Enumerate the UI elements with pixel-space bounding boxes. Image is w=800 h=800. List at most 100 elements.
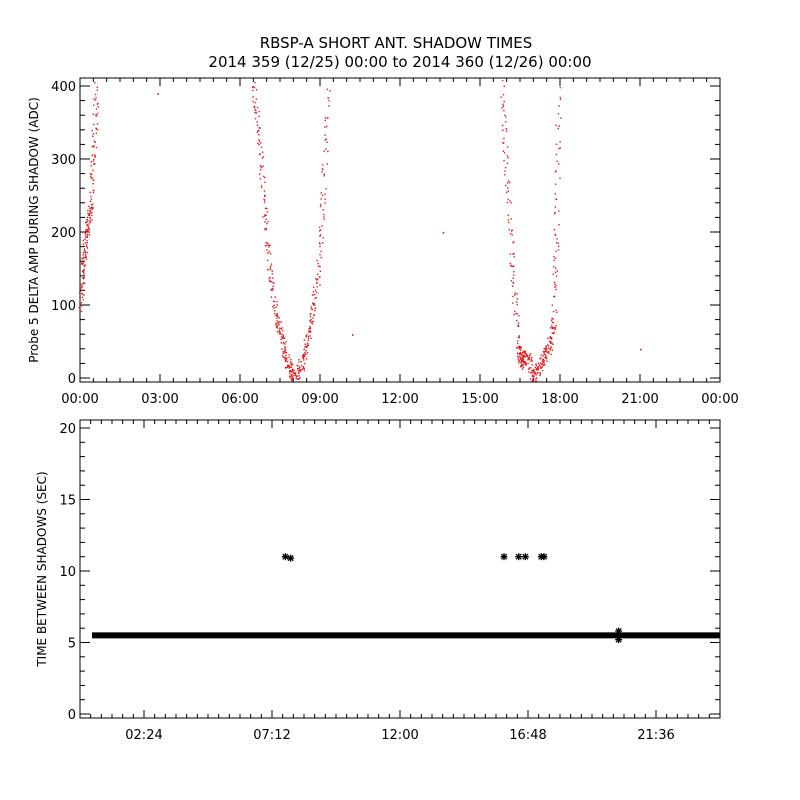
data-point xyxy=(503,160,505,162)
data-point xyxy=(290,361,292,363)
data-point xyxy=(522,361,524,363)
data-point xyxy=(289,370,292,373)
data-point xyxy=(80,287,83,289)
data-point xyxy=(257,130,259,133)
data-point xyxy=(553,259,555,262)
data-point xyxy=(553,331,555,334)
data-point xyxy=(516,293,518,295)
data-point xyxy=(285,358,287,360)
data-point xyxy=(84,242,86,244)
data-point xyxy=(261,166,263,169)
data-point xyxy=(85,256,87,258)
data-point xyxy=(524,352,527,354)
data-point xyxy=(560,117,562,119)
data-point xyxy=(548,340,551,343)
data-point xyxy=(543,348,545,350)
data-point xyxy=(558,105,560,107)
data-point xyxy=(321,194,324,196)
asterisk-data-point xyxy=(500,553,508,561)
data-point xyxy=(516,301,518,303)
data-point xyxy=(288,366,290,368)
isolated-data-point xyxy=(442,232,445,234)
data-point xyxy=(296,375,298,377)
data-point xyxy=(315,296,318,299)
data-point xyxy=(326,88,329,90)
data-point xyxy=(309,330,311,332)
data-point xyxy=(285,354,287,357)
data-point xyxy=(260,165,262,167)
data-point xyxy=(534,366,536,369)
data-point xyxy=(329,90,331,92)
plot-frame xyxy=(79,77,721,383)
data-point xyxy=(542,364,544,366)
data-point xyxy=(532,370,534,373)
data-point xyxy=(540,357,542,359)
data-point xyxy=(551,342,553,344)
data-point xyxy=(280,342,282,344)
data-point xyxy=(303,348,305,351)
data-point xyxy=(260,186,263,189)
data-point xyxy=(516,342,519,345)
data-point xyxy=(525,354,527,356)
data-point xyxy=(520,346,522,348)
data-point xyxy=(287,364,289,366)
data-point xyxy=(546,360,548,362)
data-point xyxy=(282,336,284,339)
data-point xyxy=(286,366,288,368)
data-point xyxy=(535,363,537,365)
data-point xyxy=(276,322,278,324)
data-point xyxy=(504,174,506,176)
data-point xyxy=(278,321,281,323)
data-point xyxy=(84,256,86,259)
data-point xyxy=(297,367,299,370)
data-point xyxy=(282,355,284,357)
data-point xyxy=(505,128,507,130)
data-point xyxy=(288,365,290,367)
asterisk-stroke xyxy=(500,553,508,560)
data-point xyxy=(258,110,260,113)
data-point xyxy=(554,211,556,214)
data-point xyxy=(550,337,552,340)
data-point xyxy=(314,289,317,291)
data-point xyxy=(89,191,91,194)
data-point xyxy=(299,377,301,379)
data-point xyxy=(302,368,304,370)
data-point xyxy=(318,226,321,229)
data-point xyxy=(513,271,515,273)
data-point xyxy=(87,220,89,222)
data-point xyxy=(82,298,85,301)
data-point xyxy=(323,216,325,218)
data-point xyxy=(524,350,526,352)
data-point xyxy=(305,336,307,338)
data-point xyxy=(535,364,538,366)
data-point xyxy=(311,321,313,323)
data-point xyxy=(502,105,505,108)
data-point xyxy=(326,117,329,119)
data-point xyxy=(302,365,305,368)
data-point xyxy=(84,238,86,240)
data-point xyxy=(266,242,269,244)
data-point xyxy=(504,152,506,154)
data-point xyxy=(297,369,299,372)
data-point xyxy=(557,249,560,251)
data-point xyxy=(554,328,556,331)
y-tick-label: 10 xyxy=(59,565,76,580)
data-point xyxy=(83,248,85,250)
data-point xyxy=(511,229,513,231)
data-point xyxy=(93,104,95,106)
data-point xyxy=(549,349,551,351)
data-point xyxy=(545,347,547,350)
data-point xyxy=(308,331,310,333)
data-point xyxy=(93,140,96,142)
data-point xyxy=(96,103,99,105)
data-point xyxy=(531,369,533,372)
data-point xyxy=(524,352,526,355)
data-point xyxy=(91,129,93,132)
data-point xyxy=(270,296,272,298)
data-point xyxy=(554,233,556,235)
data-point xyxy=(95,115,97,117)
data-point xyxy=(271,288,273,290)
data-point xyxy=(510,264,512,267)
data-point xyxy=(520,366,522,368)
data-point xyxy=(303,359,305,361)
